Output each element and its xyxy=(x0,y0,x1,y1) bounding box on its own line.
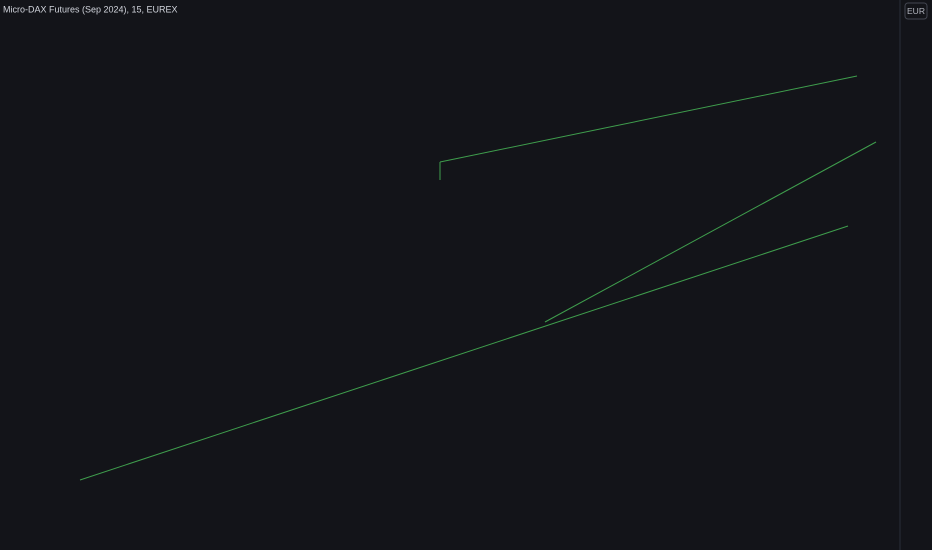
currency-box[interactable] xyxy=(904,2,928,20)
trendline xyxy=(79,225,849,481)
trendlines xyxy=(79,75,877,481)
chart-title: Micro-DAX Futures (Sep 2024), 15, EUREX xyxy=(3,4,178,14)
trendline xyxy=(439,75,858,163)
currency[interactable]: EUR xyxy=(907,6,925,16)
price-axis xyxy=(900,0,932,550)
trendline xyxy=(544,141,877,323)
